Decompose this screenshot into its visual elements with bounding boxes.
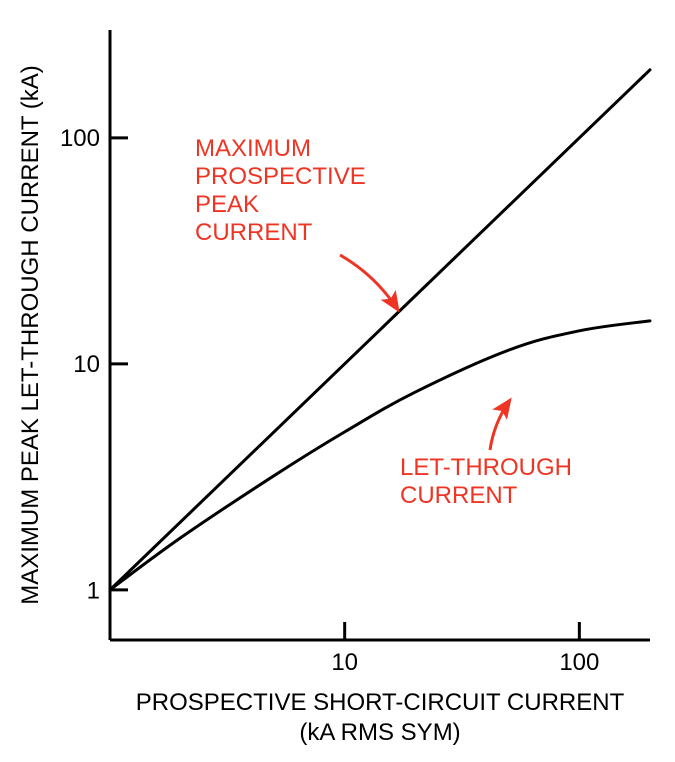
chart-container: 11010010100MAXIMUMPROSPECTIVEPEAKCURRENT…: [0, 0, 675, 762]
series-max-prospective-peak: [110, 70, 650, 590]
let-through-label: CURRENT: [400, 482, 518, 509]
y-tick-label: 100: [60, 125, 100, 152]
y-tick-label: 10: [73, 351, 100, 378]
y-tick-label: 1: [87, 577, 100, 604]
max-prospective-label: PROSPECTIVE: [195, 163, 366, 190]
x-axis-label-1: PROSPECTIVE SHORT-CIRCUIT CURRENT: [136, 689, 625, 716]
let-through-label-arrow: [490, 400, 510, 450]
y-axis-label: MAXIMUM PEAK LET-THROUGH CURRENT (kA): [17, 65, 44, 605]
x-tick-label: 10: [331, 649, 358, 676]
max-prospective-label-arrow: [340, 255, 398, 310]
max-prospective-label: PEAK: [195, 191, 259, 218]
chart-svg: 11010010100MAXIMUMPROSPECTIVEPEAKCURRENT…: [0, 0, 675, 762]
max-prospective-label: MAXIMUM: [195, 135, 311, 162]
let-through-label: LET-THROUGH: [400, 454, 572, 481]
x-tick-label: 100: [559, 649, 599, 676]
max-prospective-label: CURRENT: [195, 219, 313, 246]
x-axis-label-2: (kA RMS SYM): [299, 719, 460, 746]
